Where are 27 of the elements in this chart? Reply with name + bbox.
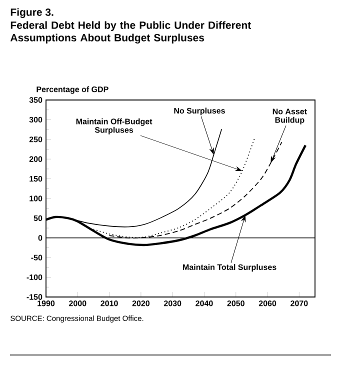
y-tick-label: 300 [29,116,42,123]
text: Maintain Total Surpluses [183,264,276,272]
x-tick-label: 2030 [164,300,182,306]
x-tick-label: 2000 [69,300,86,306]
chart-subtitle: Federal Debt Held by the Public Under Different Assumptions About Budget Surpluses [10,21,252,44]
x-tick-label: 2050 [227,300,244,306]
x-tick-label: 2020 [132,300,150,306]
text: Maintain Off-Budget Surpluses [76,118,152,134]
y-tick-label: 200 [29,156,42,162]
chart-title: Figure 3. [10,8,54,18]
y-tick-label: 350 [29,97,42,103]
x-tick-label: 1990 [38,300,55,306]
series-label: No Surpluses [174,108,225,116]
y-tick-label: 150 [30,176,42,182]
y-tick-label: -100 [26,274,42,280]
y-tick-label: -150 [26,294,42,300]
y-axis-title: Percentage of GDP [36,86,108,94]
x-tick-label: 2010 [100,300,118,306]
y-tick-label: 0 [38,235,42,241]
y-tick-label: -50 [31,254,42,260]
text: No Asset Buildup [272,108,307,124]
y-tick-label: 50 [34,215,42,222]
y-tick-label: 100 [30,196,42,202]
y-tick-label: 250 [29,136,42,142]
x-tick-label: 2060 [258,300,276,306]
x-tick-label: 2040 [196,300,213,306]
x-tick-label: 2070 [290,300,308,306]
